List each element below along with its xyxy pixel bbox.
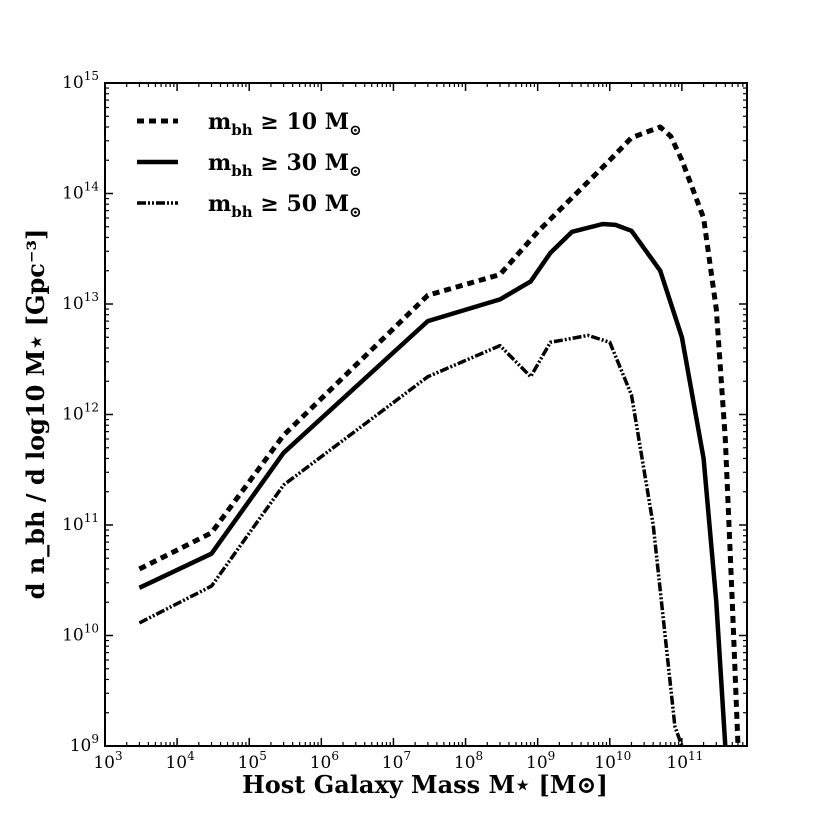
legend: mbh ≥ 10 M⊙ mbh ≥ 30 M⊙ mbh ≥ 50 M⊙: [137, 109, 362, 221]
x-tick-label: 109: [526, 749, 555, 773]
legend-label-2: mbh ≥ 30 M⊙: [208, 150, 362, 180]
x-tick-label: 103: [93, 749, 122, 773]
y-tick-label: 1014: [62, 180, 99, 204]
legend-label-3: mbh ≥ 50 M⊙: [208, 191, 362, 221]
x-axis-label: Host Galaxy Mass M⋆ [M⊙]: [242, 770, 608, 799]
x-tick-label: 104: [165, 749, 195, 773]
x-tick-label: 105: [238, 749, 267, 773]
y-tick-label: 1015: [62, 69, 99, 93]
y-axis-label: d n_bh / d log10 M⋆ [Gpc⁻³]: [21, 229, 50, 600]
x-tick-label: 106: [310, 749, 339, 773]
y-tick-label: 109: [70, 732, 99, 756]
legend-label-1: mbh ≥ 10 M⊙: [208, 109, 362, 139]
x-tick-label: 107: [382, 749, 411, 773]
x-tick-label: 1011: [666, 749, 703, 773]
series-line-1: [138, 124, 741, 746]
x-tick-label: 108: [454, 749, 483, 773]
x-tick-label: 1010: [594, 749, 631, 773]
series-line-2: [138, 221, 728, 746]
y-tick-label: 1011: [62, 511, 99, 535]
tick-layer: 103 104 105 106 107 108 109 1010 1011 109 1010 1011…: [62, 69, 748, 773]
y-tick-label: 1013: [62, 290, 99, 314]
series-layer: [138, 124, 741, 746]
series-line-3: [138, 333, 684, 746]
y-tick-label: 1012: [62, 401, 99, 425]
y-tick-label: 1010: [62, 622, 99, 646]
plot-frame: [104, 82, 748, 747]
